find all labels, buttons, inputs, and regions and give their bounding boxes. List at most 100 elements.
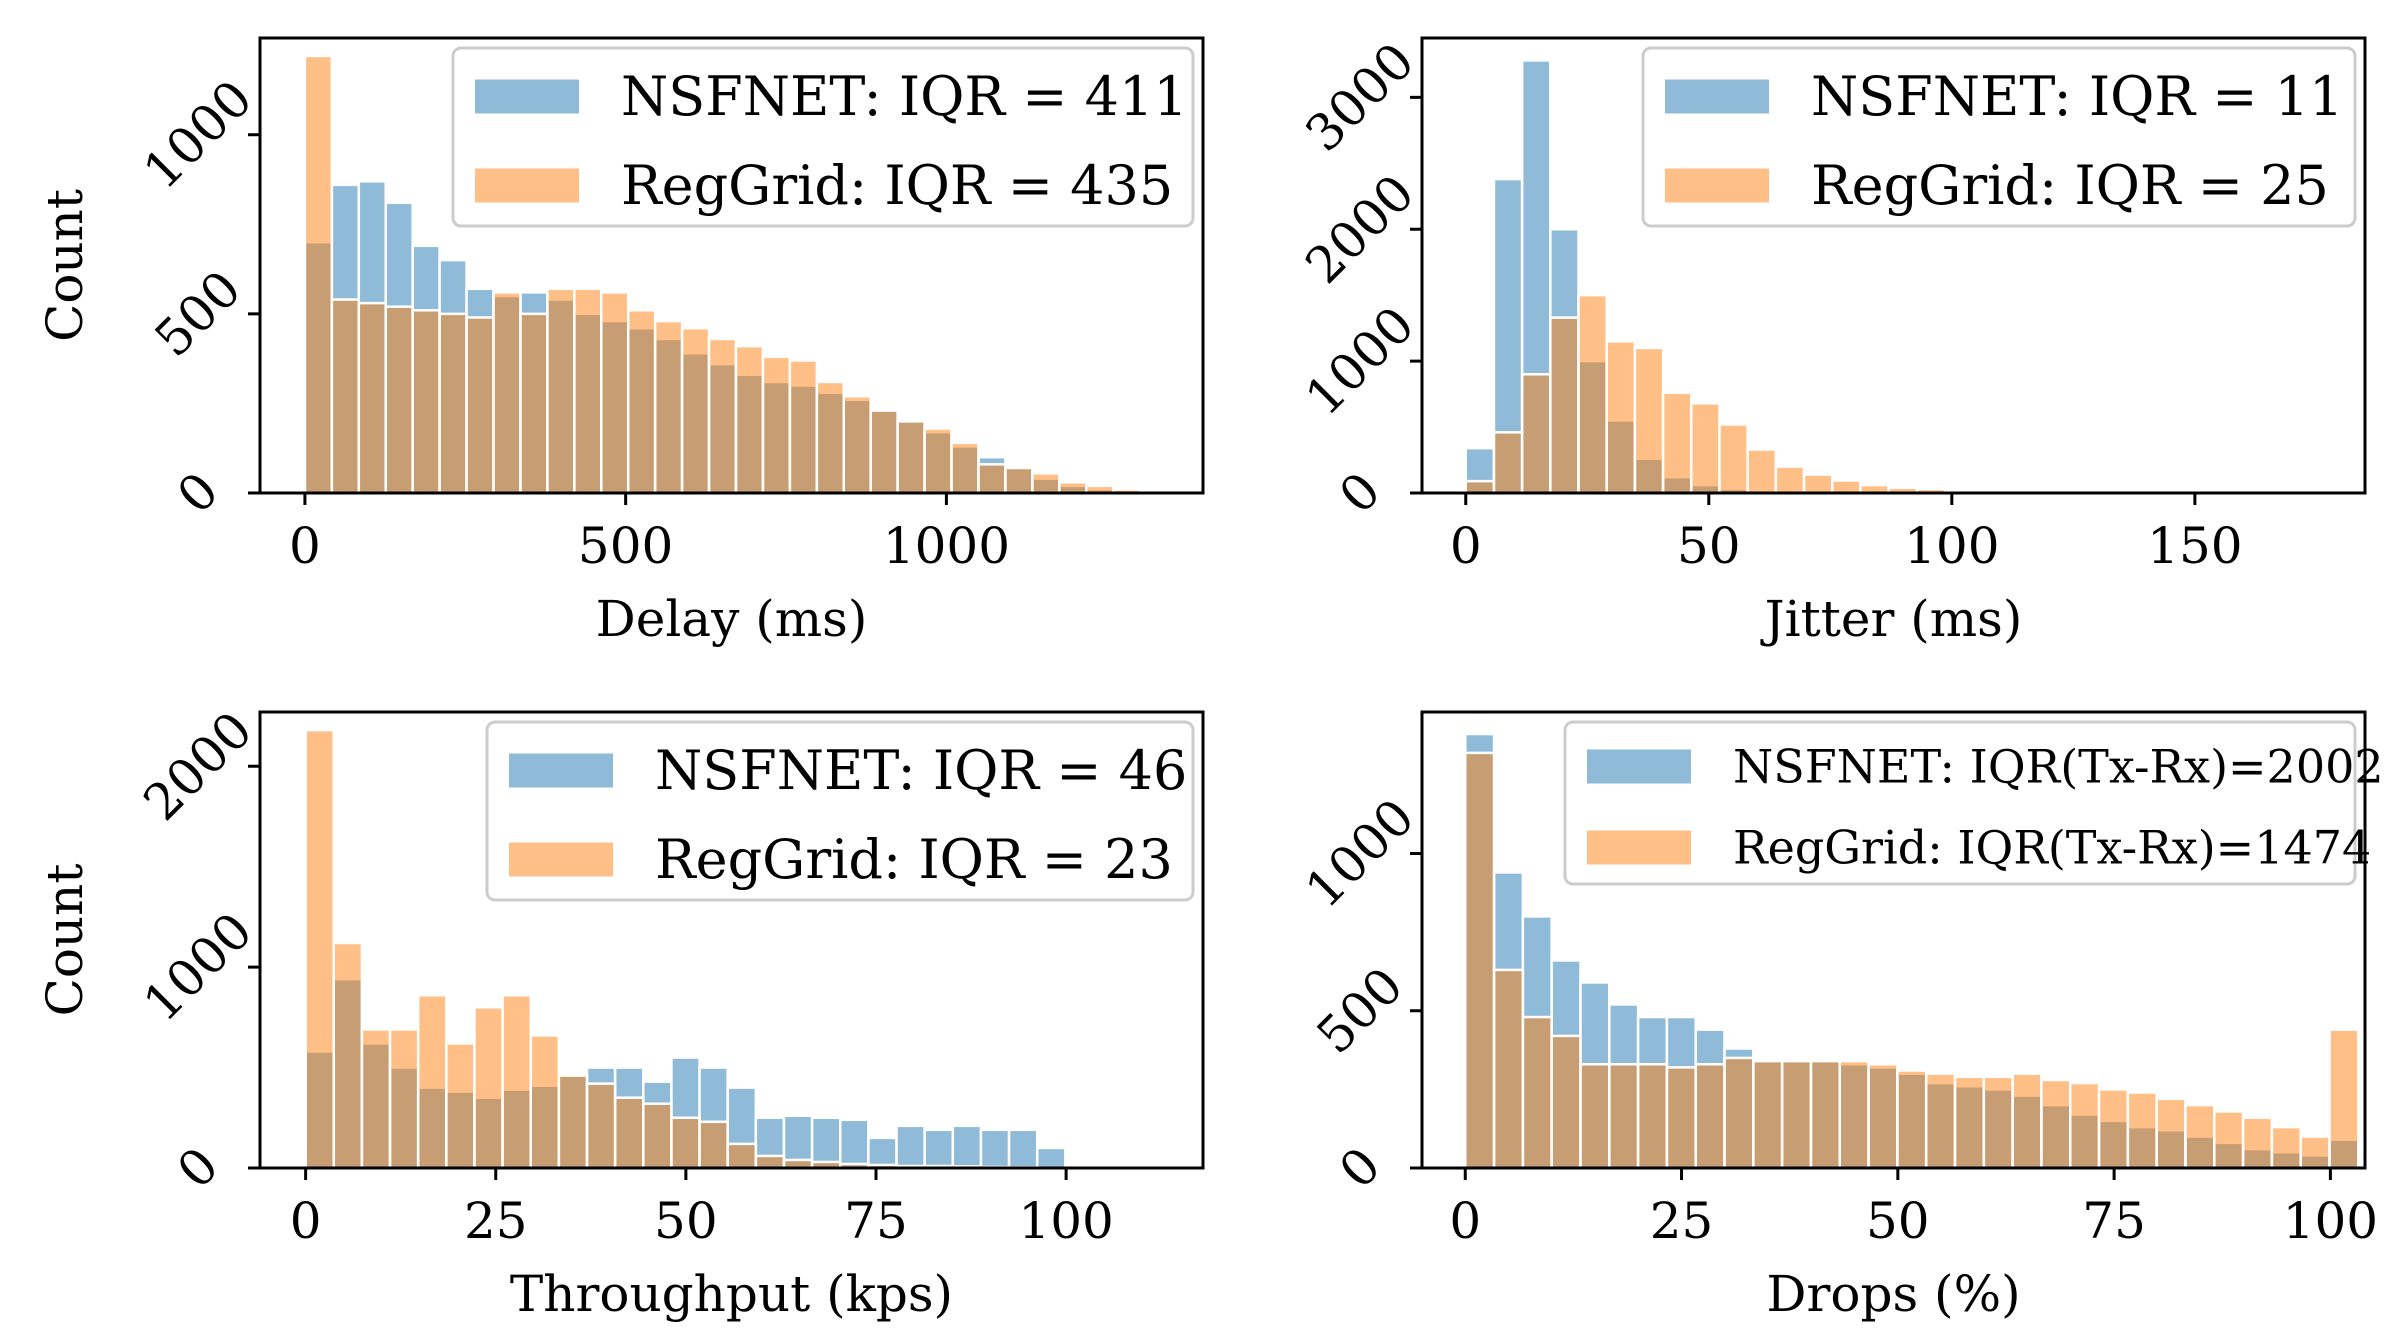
jitter-reggrid-bar	[1577, 293, 1608, 495]
throughput-legend-label-reggrid: RegGrid: IQR = 23	[655, 828, 1173, 891]
delay-legend-label-nsfnet: NSFNET: IQR = 411	[621, 65, 1188, 128]
delay-reggrid-bar	[1004, 466, 1034, 495]
jitter-legend-label-reggrid: RegGrid: IQR = 25	[1811, 154, 2329, 217]
delay-x-tick-label: 1000	[883, 517, 1010, 575]
delay-y-axis-label: Count	[36, 189, 94, 342]
drops-reggrid-bar	[1636, 1062, 1669, 1170]
drops-reggrid-bar	[2068, 1081, 2101, 1170]
drops-x-tick-label: 25	[1650, 1192, 1714, 1250]
drops-y-tick-label: 0	[1328, 1136, 1392, 1200]
jitter-legend-swatch-reggrid	[1665, 168, 1769, 203]
throughput-reggrid-bar	[529, 1034, 561, 1170]
drops-reggrid-bar	[2155, 1097, 2187, 1170]
jitter-x-tick-label: 100	[1904, 517, 1999, 575]
jitter-reggrid-bar	[1831, 479, 1862, 495]
delay-reggrid-bar	[303, 54, 334, 495]
delay-reggrid-bar	[842, 395, 872, 495]
drops-reggrid-bar	[1896, 1069, 1928, 1170]
jitter-reggrid-bar	[1464, 479, 1496, 495]
throughput-x-tick-label: 50	[654, 1192, 718, 1250]
drops-x-tick-label: 75	[2082, 1192, 2146, 1250]
delay-reggrid-bar	[573, 287, 603, 495]
throughput-x-tick-label: 75	[844, 1192, 908, 1250]
throughput-reggrid-bar	[585, 1082, 617, 1170]
drops-reggrid-bar	[2040, 1078, 2072, 1170]
delay-reggrid-bar	[896, 420, 926, 495]
throughput-reggrid-bar	[304, 728, 336, 1170]
delay-reggrid-bar	[761, 355, 792, 495]
drops-x-tick-label: 50	[1866, 1192, 1930, 1250]
delay-reggrid-bar	[923, 427, 953, 495]
delay-reggrid-bar	[492, 291, 522, 495]
delay-reggrid-bar	[465, 316, 495, 495]
throughput-reggrid-bar	[445, 1042, 476, 1170]
drops-reggrid-bar	[1838, 1059, 1870, 1170]
throughput-reggrid-bar	[557, 1074, 589, 1170]
delay-y-tick-label: 0	[166, 461, 230, 525]
drops-reggrid-bar	[2011, 1072, 2043, 1170]
drops-reggrid-bar	[2328, 1028, 2360, 1170]
delay-x-tick-label: 500	[578, 517, 673, 575]
throughput-legend-box	[485, 720, 1195, 902]
jitter-reggrid-bar	[1690, 402, 1721, 495]
throughput-y-axis-label: Count	[36, 864, 94, 1017]
drops-x-axis-label: Drops (%)	[1766, 1265, 2020, 1323]
delay-reggrid-bar	[600, 291, 630, 495]
throughput-legend: NSFNET: IQR = 46 RegGrid: IQR = 23	[485, 720, 1195, 902]
jitter-legend-swatch-nsfnet	[1665, 79, 1769, 114]
jitter-reggrid-bar	[1492, 431, 1524, 495]
jitter-legend: NSFNET: IQR = 11 RegGrid: IQR = 25	[1641, 46, 2357, 228]
drops-reggrid-bar	[1579, 1062, 1611, 1170]
throughput-y-tick-label: 2000	[133, 701, 264, 832]
drops-reggrid-bar	[1723, 1056, 1755, 1170]
delay-reggrid-bar	[653, 319, 684, 495]
delay-legend-box	[451, 46, 1195, 228]
throughput-reggrid-bar	[473, 1006, 504, 1170]
jitter-x-tick-label: 50	[1677, 517, 1741, 575]
delay-reggrid-bar	[680, 326, 711, 495]
jitter-reggrid-bar	[1718, 423, 1749, 495]
drops-reggrid-bar	[1665, 1066, 1697, 1170]
drops-reggrid-bar	[1608, 1062, 1640, 1170]
drops-axes-frame	[1420, 710, 2367, 1170]
delay-reggrid-bar	[626, 309, 657, 495]
drops-legend-label-reggrid: RegGrid: IQR(Tx-Rx)=1474	[1733, 821, 2371, 875]
delay-reggrid-bar	[1031, 472, 1061, 495]
throughput-x-tick-label: 25	[464, 1192, 528, 1250]
jitter-y-tick-label: 3000	[1295, 32, 1426, 163]
throughput-nsfnet-bar	[951, 1124, 983, 1170]
throughput-reggrid-bar	[360, 1028, 392, 1170]
throughput-nsfnet-bar	[838, 1118, 870, 1170]
delay-reggrid-bar	[438, 312, 468, 495]
drops-reggrid-bar	[1464, 751, 1496, 1170]
drops-reggrid-bar	[2126, 1091, 2158, 1170]
throughput-x-tick-label: 0	[290, 1192, 322, 1250]
drops-y-tick-label: 500	[1306, 957, 1414, 1065]
delay-reggrid-bar	[519, 312, 549, 495]
delay-panel: 0 500 1000 0 500 1000 Delay (ms) Count NSFNET: I…	[36, 36, 1205, 648]
throughput-x-tick-label: 100	[1018, 1192, 1113, 1250]
throughput-reggrid-bar	[726, 1142, 758, 1170]
throughput-reggrid-bar	[388, 1028, 420, 1170]
throughput-reggrid-bar	[416, 993, 448, 1170]
throughput-reggrid-bar	[698, 1120, 729, 1170]
drops-reggrid-bar	[1780, 1059, 1813, 1170]
throughput-nsfnet-bar	[1007, 1128, 1039, 1170]
drops-x-tick-label: 0	[1449, 1192, 1481, 1250]
throughput-axes-frame	[258, 710, 1205, 1170]
throughput-y-tick-label: 0	[166, 1136, 230, 1200]
throughput-reggrid-bar	[613, 1096, 645, 1170]
delay-reggrid-bar	[869, 409, 899, 495]
drops-reggrid-bar	[2270, 1125, 2302, 1170]
delay-x-axis-label: Delay (ms)	[596, 590, 868, 648]
throughput-reggrid-bar	[642, 1102, 673, 1170]
jitter-reggrid-bar	[1802, 473, 1834, 495]
jitter-reggrid-bar	[1520, 373, 1552, 495]
drops-reggrid-bar	[2097, 1088, 2130, 1170]
delay-reggrid-bar	[707, 337, 738, 495]
drops-reggrid-bar	[1867, 1062, 1899, 1170]
throughput-legend-swatch-nsfnet	[509, 753, 613, 788]
drops-reggrid-bar	[1924, 1072, 1957, 1170]
